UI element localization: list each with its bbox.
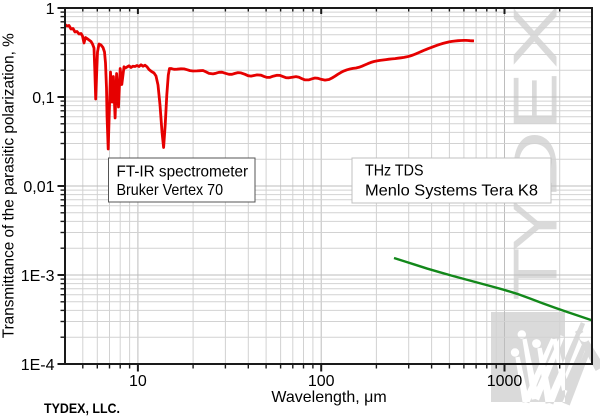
svg-text:Bruker Vertex 70: Bruker Vertex 70 <box>117 182 224 199</box>
svg-text:Y: Y <box>502 199 571 251</box>
svg-text:10: 10 <box>129 373 147 390</box>
svg-text:1E-3: 1E-3 <box>21 268 55 285</box>
svg-text:1000: 1000 <box>487 373 523 390</box>
svg-text:X: X <box>502 4 571 68</box>
svg-text:Transmittance of the parasitic: Transmittance of the parasitic polarizat… <box>1 33 18 338</box>
svg-text:1: 1 <box>46 1 55 18</box>
svg-text:Menlo Systems Tera K8: Menlo Systems Tera K8 <box>365 183 538 200</box>
svg-text:Wavelength, μm: Wavelength, μm <box>271 389 386 406</box>
svg-text:FT-IR spectrometer: FT-IR spectrometer <box>117 164 249 181</box>
svg-text:0,01: 0,01 <box>23 179 54 196</box>
svg-text:100: 100 <box>308 373 335 390</box>
svg-text:0,1: 0,1 <box>32 90 54 107</box>
svg-text:1E-4: 1E-4 <box>21 357 55 374</box>
svg-text:TYDEX, LLC.: TYDEX, LLC. <box>44 400 120 416</box>
svg-text:THz TDS: THz TDS <box>365 163 424 180</box>
